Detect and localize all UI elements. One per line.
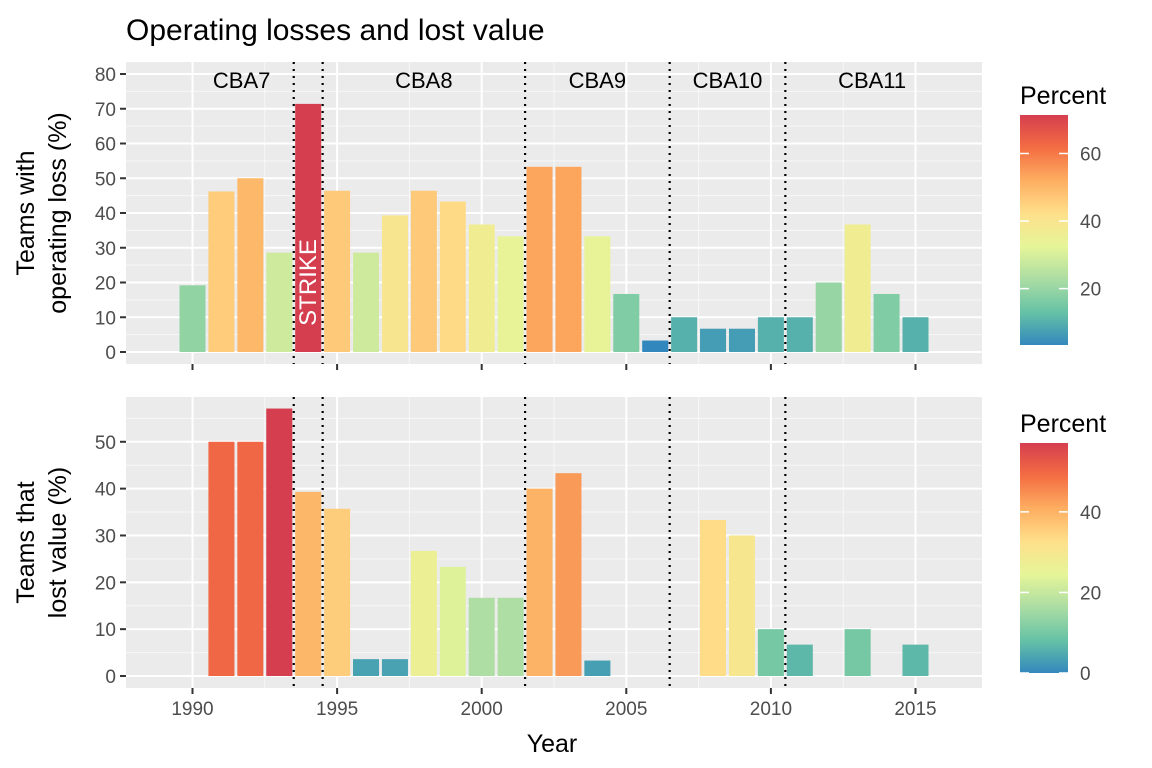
- y-tick-label: 10: [95, 620, 116, 641]
- y-tick-label: 0: [105, 667, 116, 688]
- bar-2009: [728, 328, 755, 352]
- chart-title: Operating losses and lost value: [126, 14, 545, 47]
- bar-2003: [555, 473, 582, 676]
- legend-tick-label: 0: [1080, 664, 1091, 685]
- x-tick-label: 2000: [461, 699, 503, 720]
- legend-colorbar: [1020, 115, 1068, 345]
- bar-2012: [815, 282, 842, 352]
- bar-1991: [208, 441, 235, 676]
- cba-label: CBA9: [569, 68, 626, 93]
- bar-2011: [786, 644, 813, 676]
- bar-1995: [324, 190, 351, 352]
- y-tick-label: 50: [95, 169, 116, 190]
- cba-label: CBA11: [838, 68, 906, 93]
- bar-1996: [353, 252, 380, 352]
- x-tick-label: 2010: [750, 699, 792, 720]
- x-tick-label: 1990: [171, 699, 213, 720]
- bar-1998: [410, 190, 437, 352]
- bar-2010: [757, 629, 784, 676]
- y-tick-label: 40: [95, 204, 116, 225]
- y-axis-title-line: operating loss (%): [44, 112, 72, 313]
- bar-1993: [266, 408, 293, 676]
- bar-2001: [497, 597, 524, 676]
- y-axis-title-line: Teams that: [12, 481, 40, 603]
- x-tick-label: 2005: [605, 699, 647, 720]
- bar-1997: [381, 215, 408, 352]
- bar-1999: [439, 566, 466, 676]
- x-axis-title: Year: [527, 730, 578, 758]
- strike-annotation: STRIKE: [295, 239, 322, 326]
- bar-1994: [295, 491, 322, 676]
- bar-1992: [237, 441, 264, 676]
- bar-2008: [700, 328, 727, 352]
- legend-tick-label: 60: [1080, 145, 1101, 166]
- bar-2015: [902, 644, 929, 676]
- legend-tick-label: 40: [1080, 212, 1101, 233]
- bar-1991: [208, 191, 235, 352]
- y-tick-label: 80: [95, 65, 116, 86]
- y-tick-label: 20: [95, 573, 116, 594]
- legend-tick-label: 40: [1080, 503, 1101, 524]
- legend-title: Percent: [1020, 82, 1106, 110]
- bar-2003: [555, 166, 582, 352]
- y-tick-label: 0: [105, 343, 116, 364]
- bar-1998: [410, 550, 437, 676]
- cba-label: CBA10: [693, 68, 763, 93]
- bar-2006: [642, 340, 669, 352]
- bar-2007: [671, 317, 698, 352]
- bar-2002: [526, 488, 553, 676]
- y-tick-label: 70: [95, 100, 116, 121]
- y-tick-label: 30: [95, 239, 116, 260]
- y-tick-label: 10: [95, 308, 116, 329]
- bar-1997: [381, 659, 408, 676]
- panel-operating-loss: CBA7 CBA8 CBA9 CBA10 CBA11 STRIKE 0 10 20 30 40 50 6…: [12, 62, 982, 370]
- bar-2015: [902, 317, 929, 352]
- cba-label: CBA8: [395, 68, 452, 93]
- y-tick-label: 40: [95, 480, 116, 501]
- bar-2005: [613, 293, 640, 352]
- bar-1999: [439, 201, 466, 352]
- bar-1995: [324, 508, 351, 676]
- bar-2004: [584, 660, 611, 676]
- y-tick-label: 50: [95, 433, 116, 454]
- cba-label: CBA7: [213, 68, 270, 93]
- bar-1996: [353, 659, 380, 676]
- bar-2010: [757, 317, 784, 352]
- bar-2011: [786, 317, 813, 352]
- bar-2009: [728, 535, 755, 676]
- legend-colorbar: [1020, 443, 1068, 673]
- y-tick-label: 60: [95, 135, 116, 156]
- bar-2004: [584, 236, 611, 352]
- bar-2001: [497, 236, 524, 352]
- y-tick-label: 20: [95, 274, 116, 295]
- bar-2014: [873, 293, 900, 352]
- bar-1992: [237, 178, 264, 352]
- bar-2013: [844, 224, 871, 352]
- bar-2000: [468, 224, 495, 352]
- y-tick-label: 30: [95, 526, 116, 547]
- bar-2002: [526, 166, 553, 352]
- y-axis-title-line: lost value (%): [44, 467, 72, 618]
- legend-tick-label: 20: [1080, 583, 1101, 604]
- y-axis-title-line: Teams with: [12, 150, 40, 275]
- panel-lost-value: 0 10 20 30 40 50 1990 1995 2000 2005 2010 2015 Teams…: [12, 397, 982, 720]
- x-tick-label: 1995: [316, 699, 358, 720]
- bar-1994: [295, 103, 322, 352]
- legend-tick-label: 20: [1080, 280, 1101, 301]
- bar-1990: [179, 285, 206, 352]
- bar-2008: [700, 520, 727, 676]
- legend-bottom: Percent 0 20 40: [1020, 410, 1106, 685]
- legend-top: Percent 20 40 60: [1020, 82, 1106, 345]
- legend-title: Percent: [1020, 410, 1106, 438]
- x-tick-label: 2015: [894, 699, 936, 720]
- bar-2000: [468, 597, 495, 676]
- bar-1993: [266, 252, 293, 352]
- bar-2013: [844, 629, 871, 676]
